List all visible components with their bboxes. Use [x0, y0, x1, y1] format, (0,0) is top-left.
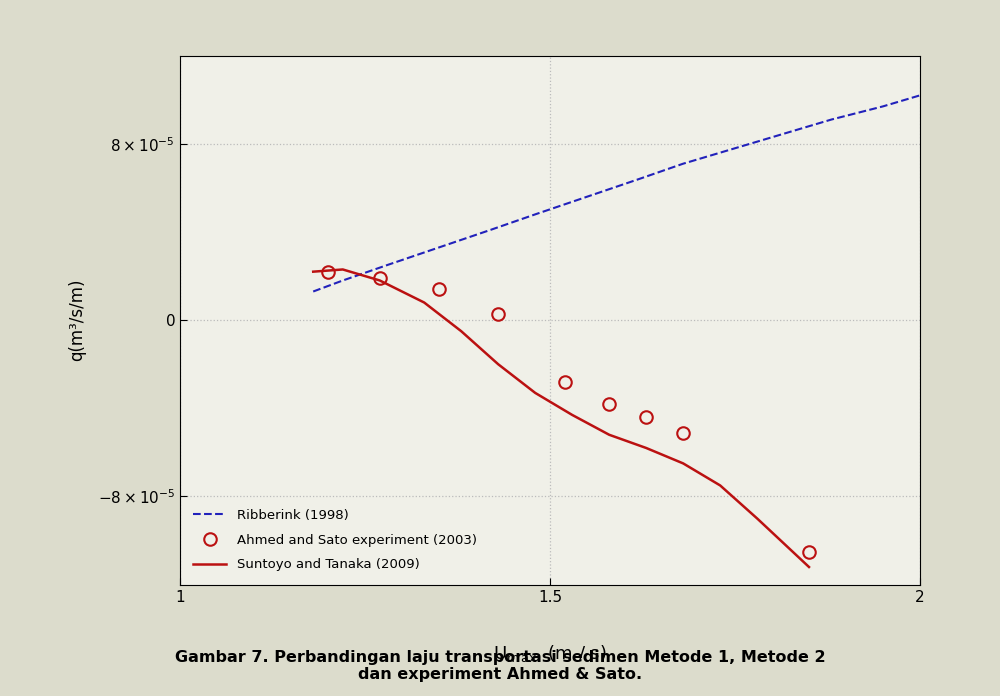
Ahmed and Sato experiment (2003): [559, 378, 571, 386]
Line: Suntoyo and Tanaka (2009): Suntoyo and Tanaka (2009): [313, 269, 809, 567]
Text: $\mathrm{U_{m\,ax}}$  (m / s): $\mathrm{U_{m\,ax}}$ (m / s): [493, 643, 607, 664]
Suntoyo and Tanaka (2009): [566, 411, 578, 419]
Suntoyo and Tanaka (2009): [374, 276, 386, 285]
Ribberink (1998): [825, 116, 837, 124]
Ahmed and Sato experiment (2003): [374, 274, 386, 283]
Ahmed and Sato experiment (2003): [433, 285, 445, 294]
Ribberink (1998): [307, 287, 319, 296]
Ribberink (1998): [581, 193, 593, 201]
Ribberink (1998): [781, 129, 793, 137]
Legend: Ribberink (1998), Ahmed and Sato experiment (2003), Suntoyo and Tanaka (2009): Ribberink (1998), Ahmed and Sato experim…: [187, 502, 483, 578]
Ribberink (1998): [877, 102, 889, 111]
Ribberink (1998): [433, 243, 445, 251]
Suntoyo and Tanaka (2009): [714, 482, 726, 490]
Y-axis label: q(m³/s/m): q(m³/s/m): [69, 279, 87, 361]
Line: Ahmed and Sato experiment (2003): Ahmed and Sato experiment (2003): [322, 265, 815, 557]
Line: Ribberink (1998): Ribberink (1998): [313, 95, 920, 292]
Suntoyo and Tanaka (2009): [751, 514, 763, 523]
Ribberink (1998): [381, 261, 393, 269]
Ahmed and Sato experiment (2003): [322, 267, 334, 276]
Text: Gambar 7. Perbandingan laju transportasi sedimen Metode 1, Metode 2
dan experime: Gambar 7. Perbandingan laju transportasi…: [175, 649, 825, 682]
Ahmed and Sato experiment (2003): [803, 547, 815, 555]
Suntoyo and Tanaka (2009): [492, 360, 504, 368]
Ribberink (1998): [633, 175, 645, 183]
Ribberink (1998): [729, 144, 741, 152]
Ribberink (1998): [677, 159, 689, 168]
Suntoyo and Tanaka (2009): [529, 388, 541, 397]
Suntoyo and Tanaka (2009): [677, 459, 689, 468]
Ahmed and Sato experiment (2003): [492, 309, 504, 317]
Suntoyo and Tanaka (2009): [803, 563, 815, 571]
Ahmed and Sato experiment (2003): [677, 428, 689, 437]
Suntoyo and Tanaka (2009): [337, 265, 349, 274]
Suntoyo and Tanaka (2009): [307, 267, 319, 276]
Ahmed and Sato experiment (2003): [603, 400, 615, 408]
Ribberink (1998): [337, 276, 349, 285]
Suntoyo and Tanaka (2009): [603, 431, 615, 439]
Ribberink (1998): [485, 226, 497, 234]
Ribberink (1998): [914, 91, 926, 100]
Suntoyo and Tanaka (2009): [640, 444, 652, 452]
Suntoyo and Tanaka (2009): [455, 327, 467, 335]
Suntoyo and Tanaka (2009): [418, 299, 430, 307]
Ribberink (1998): [529, 210, 541, 219]
Ahmed and Sato experiment (2003): [640, 413, 652, 421]
